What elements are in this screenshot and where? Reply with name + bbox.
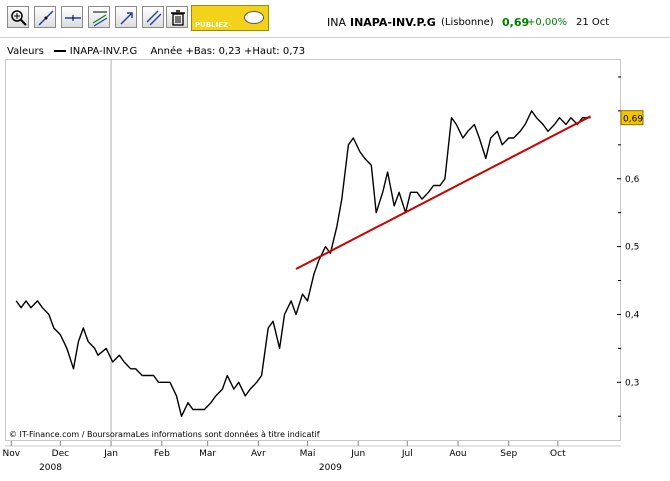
parallel-lines-icon	[146, 10, 162, 26]
line-tool-button[interactable]	[34, 6, 56, 28]
x-tick-label: Oct	[550, 449, 566, 459]
ad-line-3: ANALYSE	[195, 63, 230, 71]
trend-arrow-button[interactable]	[115, 6, 137, 28]
plot-frame	[5, 59, 621, 441]
ad-line-2: CETTE	[195, 42, 220, 50]
x-tick-label: Sep	[500, 449, 517, 459]
x-tick-label: Aou	[449, 449, 466, 459]
ticker: INAPA-INV.P.G	[350, 16, 436, 29]
legend-stats: Année +Bas: 0,23 +Haut: 0,73	[150, 46, 306, 57]
zoom-icon	[11, 10, 27, 26]
x-tick-label: Jun	[350, 449, 365, 459]
channel-tool-icon	[92, 11, 108, 27]
line-tool-icon	[38, 10, 54, 26]
y-tick-label: 0,3	[625, 378, 639, 388]
channel-tool-button[interactable]	[88, 6, 110, 28]
legend-series: INAPA-INV.P.G	[69, 46, 138, 57]
y-tick-label: 0,4	[625, 310, 640, 320]
delete-button[interactable]	[166, 6, 188, 28]
year-label: 2009	[319, 463, 342, 473]
ad-line-1: PUBLIEZ	[195, 21, 229, 29]
last-value-box	[620, 110, 644, 126]
change-percent: +0,00%	[527, 17, 568, 28]
x-tick-label: Avr	[251, 449, 266, 459]
data-credit: © IT-Finance.com / BoursoramaLes informa…	[9, 430, 320, 439]
price-series-line	[15, 110, 591, 417]
x-tick-label: Mai	[300, 449, 316, 459]
toolbar: PUBLIEZ CETTE ANALYSE INA INAPA-INV.P.G …	[0, 0, 670, 71]
trendline	[295, 115, 592, 270]
last-value-label: 0,69	[623, 115, 643, 125]
quote-date: 21 Oct	[576, 17, 610, 28]
speech-bubble-icon	[244, 11, 264, 24]
publish-analysis-banner[interactable]: PUBLIEZ CETTE ANALYSE	[191, 5, 269, 71]
trash-icon	[171, 10, 185, 26]
market-code: INA	[327, 16, 346, 29]
zoom-button[interactable]	[7, 6, 29, 28]
horizontal-line-button[interactable]	[61, 6, 83, 28]
x-tick-label: Feb	[154, 449, 170, 459]
legend-swatch	[53, 50, 66, 52]
trend-arrow-icon	[120, 12, 133, 25]
horizontal-line-icon	[65, 15, 81, 21]
x-tick-label: Mar	[199, 449, 216, 459]
exchange: (Lisbonne)	[441, 17, 494, 28]
legend-label: Valeurs	[7, 46, 44, 57]
y-tick-label: 0,5	[625, 243, 639, 253]
legend: Valeurs INAPA-INV.P.G Année +Bas: 0,23 +H…	[7, 46, 305, 57]
year-label: 2008	[39, 463, 62, 473]
price: 0,69	[502, 16, 530, 29]
x-tick-label: Dec	[52, 449, 69, 459]
x-tick-label: Nov	[2, 449, 20, 459]
x-tick-label: Jan	[103, 449, 118, 459]
parallel-lines-button[interactable]	[142, 6, 164, 28]
y-tick-label: 0,6	[625, 175, 640, 185]
x-tick-label: Jul	[401, 449, 413, 459]
